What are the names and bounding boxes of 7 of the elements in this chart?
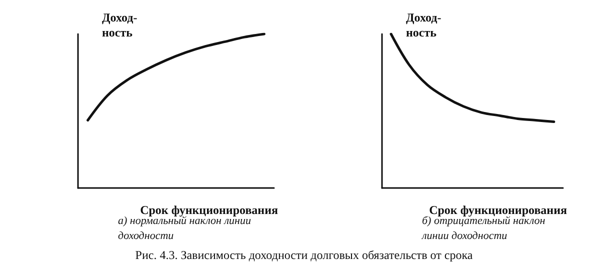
text: б) отрицательный наклон линии доходности [422, 215, 546, 244]
y-axis-title: Доход- ность [102, 10, 138, 40]
y-axis-title: Доход- ность [406, 10, 442, 40]
x-axis-title: Срок функционирования [140, 203, 279, 217]
text: Рис. 4.3. Зависимость доходности долговых обязательств от срока [134, 248, 474, 263]
text: а) нормальный наклон линии доходности [118, 215, 252, 244]
x-axis-title: Срок функционирования [429, 203, 568, 217]
